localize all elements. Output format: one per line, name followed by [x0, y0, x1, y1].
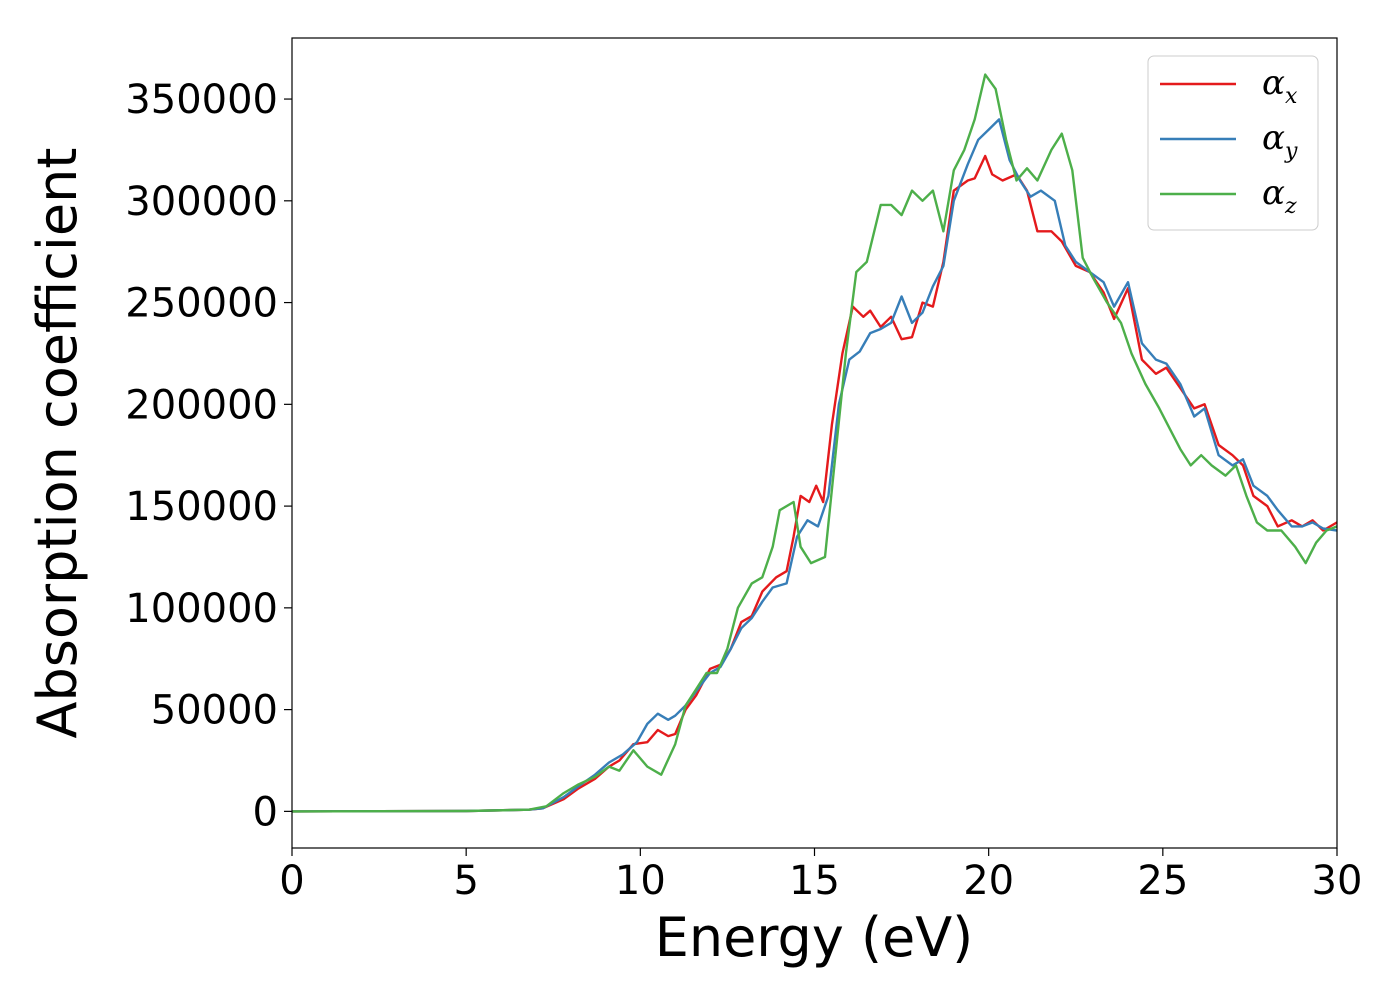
y-tick-label: 0: [253, 789, 278, 835]
x-tick-label: 0: [279, 858, 304, 904]
y-tick-label: 200000: [125, 382, 278, 428]
x-tick-label: 30: [1312, 858, 1363, 904]
x-axis: 0 5 10 15 20 25 30: [279, 848, 1362, 904]
y-tick-label: 100000: [125, 586, 278, 632]
series-line-x: [292, 154, 1337, 813]
y-tick-label: 250000: [125, 281, 278, 327]
x-tick-label: 5: [453, 858, 478, 904]
x-tick-label: 15: [789, 858, 840, 904]
x-tick-label: 10: [615, 858, 666, 904]
series-line-y: [292, 118, 1337, 813]
legend-box: [1147, 55, 1319, 231]
legend-label-y: αy: [1262, 118, 1298, 164]
x-axis-title: Energy (eV): [655, 906, 974, 969]
x-tick-label: 20: [963, 858, 1014, 904]
legend: αx αy αz: [1147, 55, 1319, 231]
y-tick-label: 50000: [151, 688, 278, 734]
legend-label-z: αz: [1262, 173, 1297, 219]
legend-label-x: αx: [1262, 63, 1298, 109]
series-layer: [292, 73, 1337, 813]
x-tick-label: 25: [1137, 858, 1188, 904]
y-tick-label: 150000: [125, 484, 278, 530]
y-axis-title: Absorption coefficient: [26, 148, 89, 739]
y-axis: 0 50000 100000 150000 200000 250000 300000 3500…: [125, 77, 292, 835]
y-tick-label: 300000: [125, 179, 278, 225]
series-line-z: [292, 73, 1337, 813]
y-tick-label: 350000: [125, 77, 278, 123]
